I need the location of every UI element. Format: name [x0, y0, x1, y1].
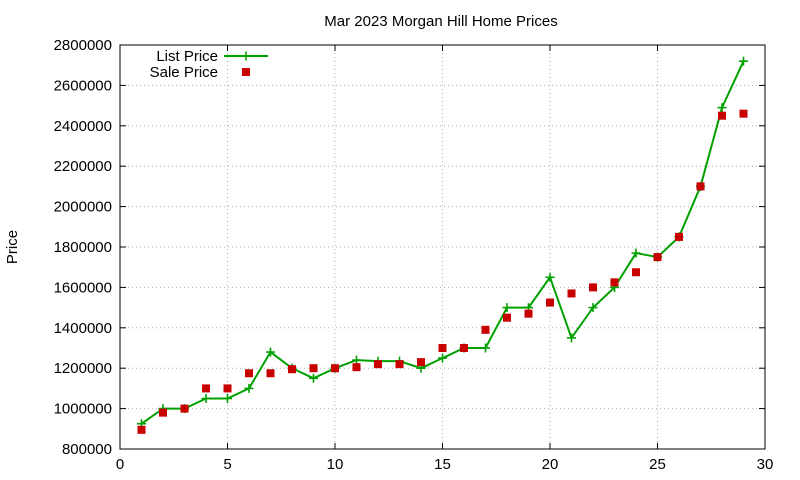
y-tick-label: 2600000: [54, 77, 112, 94]
plot-area: [137, 56, 748, 434]
sale-price-point: [546, 298, 554, 307]
list-price-point: [567, 333, 576, 343]
sale-price-point: [374, 360, 382, 369]
y-tick-label: 1400000: [54, 320, 112, 337]
sale-price-point: [589, 283, 597, 292]
sale-price-point: [632, 268, 640, 277]
chart-title: Mar 2023 Morgan Hill Home Prices: [324, 13, 557, 30]
y-tick-label: 1200000: [54, 360, 112, 377]
legend-swatch-marker: [242, 68, 250, 76]
list-price-point: [244, 383, 254, 393]
sale-price-point: [352, 363, 361, 372]
y-tick-label: 1600000: [54, 279, 112, 296]
sale-price-point: [180, 404, 189, 413]
sale-price-point: [159, 408, 167, 417]
sale-price-point: [610, 278, 619, 287]
sale-price-point: [503, 313, 511, 322]
list-price-point: [309, 373, 318, 383]
sale-price-point: [417, 358, 425, 367]
list-price-point: [502, 303, 512, 313]
y-tick-label: 2400000: [54, 118, 112, 135]
y-tick-label: 800000: [62, 441, 112, 458]
legend-entry: List Price: [156, 48, 268, 65]
legend-label: Sale Price: [150, 64, 218, 81]
sale-price-point: [266, 369, 275, 378]
sale-price-point: [137, 425, 146, 434]
series-1: [137, 56, 748, 429]
y-tick-label: 2800000: [54, 37, 112, 54]
sale-price-point: [653, 253, 662, 262]
sale-price-point: [395, 360, 404, 369]
y-tick-label: 2200000: [54, 158, 112, 175]
x-tick-label: 20: [542, 456, 559, 473]
x-tick-label: 0: [116, 456, 124, 473]
list-price-point: [481, 343, 490, 353]
sale-price-point: [696, 182, 705, 191]
sale-price-point: [202, 384, 210, 393]
y-tick-label: 2000000: [54, 199, 112, 216]
list-price-point: [223, 394, 232, 403]
list-price-point: [717, 103, 727, 113]
axes: [119, 44, 766, 450]
sale-price-point: [481, 325, 490, 334]
x-tick-label: 10: [327, 456, 344, 473]
x-tick-label: 30: [757, 456, 774, 473]
legend-label: List Price: [156, 48, 218, 65]
grid-lines: [120, 45, 765, 449]
list-price-point: [201, 394, 211, 403]
sale-price-point: [460, 344, 468, 352]
series-2: [137, 109, 748, 434]
sale-price-point: [718, 111, 726, 120]
list-price-point: [588, 303, 598, 313]
x-tick-label: 5: [223, 456, 231, 473]
sale-price-point: [739, 109, 748, 118]
list-price-point: [266, 347, 275, 357]
sale-price-point: [331, 364, 339, 373]
sale-price-point: [567, 289, 576, 298]
x-tick-label: 15: [434, 456, 451, 473]
y-axis-label: Price: [4, 230, 21, 264]
list-price-point: [739, 56, 748, 66]
list-price-point: [631, 248, 641, 258]
sale-price-point: [438, 344, 447, 352]
sale-price-point: [675, 232, 683, 241]
list-price-point: [438, 353, 447, 363]
sale-price-point: [245, 369, 253, 378]
tick-labels: 0 5 10 15 20 25 30 800000 1000000 1200000 1400000 1…: [54, 37, 774, 473]
sale-price-point: [288, 365, 296, 374]
x-tick-label: 25: [649, 456, 666, 473]
y-tick-label: 1800000: [54, 239, 112, 256]
list-price-point: [352, 355, 361, 365]
legend-entry: Sale Price: [150, 64, 250, 81]
sale-price-point: [524, 309, 533, 318]
y-tick-label: 1000000: [54, 401, 112, 418]
sale-price-point: [223, 384, 232, 393]
list-price-point: [545, 272, 555, 282]
sale-price-point: [309, 364, 318, 373]
legend-swatch-marker: [241, 51, 251, 61]
